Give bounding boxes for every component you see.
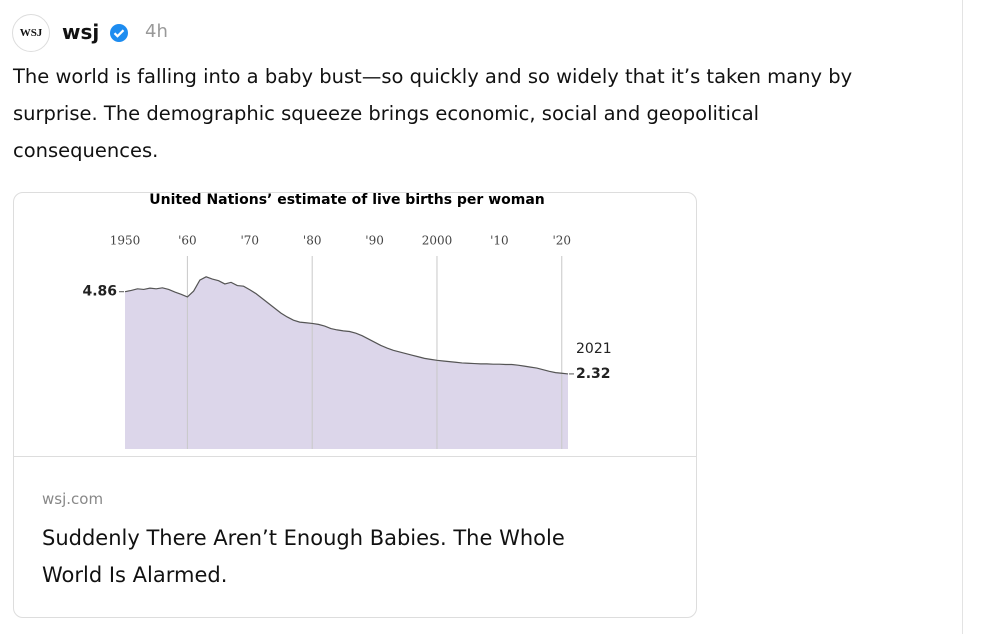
x-tick-label: '80 <box>303 234 322 248</box>
card-divider <box>14 456 696 457</box>
end-year-label: 2021 <box>576 341 612 357</box>
verified-badge <box>110 24 128 42</box>
chart-title: United Nations’ estimate of live births … <box>149 192 545 208</box>
timestamp[interactable]: 4h <box>145 21 168 42</box>
x-tick-label: '10 <box>490 234 509 248</box>
value-label: 2.32 <box>576 366 611 382</box>
area <box>125 276 568 449</box>
x-tick-label: '90 <box>365 234 384 248</box>
sidebar-divider <box>962 0 963 634</box>
card-title[interactable]: Suddenly There Aren’t Enough Babies. The… <box>42 526 565 587</box>
link-card[interactable] <box>13 192 697 618</box>
author[interactable]: wsj <box>62 20 100 44</box>
x-tick-label: 2000 <box>422 234 453 248</box>
x-tick-label: '60 <box>178 234 197 248</box>
line <box>124 276 569 375</box>
x-tick-label: '20 <box>552 234 571 248</box>
avatar[interactable]: WSJ <box>12 14 50 52</box>
card-domain: wsj.com <box>42 490 104 508</box>
post-text: The world is falling into a baby bust—so… <box>13 65 853 162</box>
x-tick-label: '70 <box>240 234 259 248</box>
x-tick-label: 1950 <box>110 234 141 248</box>
value-label: 4.86 <box>82 284 117 300</box>
